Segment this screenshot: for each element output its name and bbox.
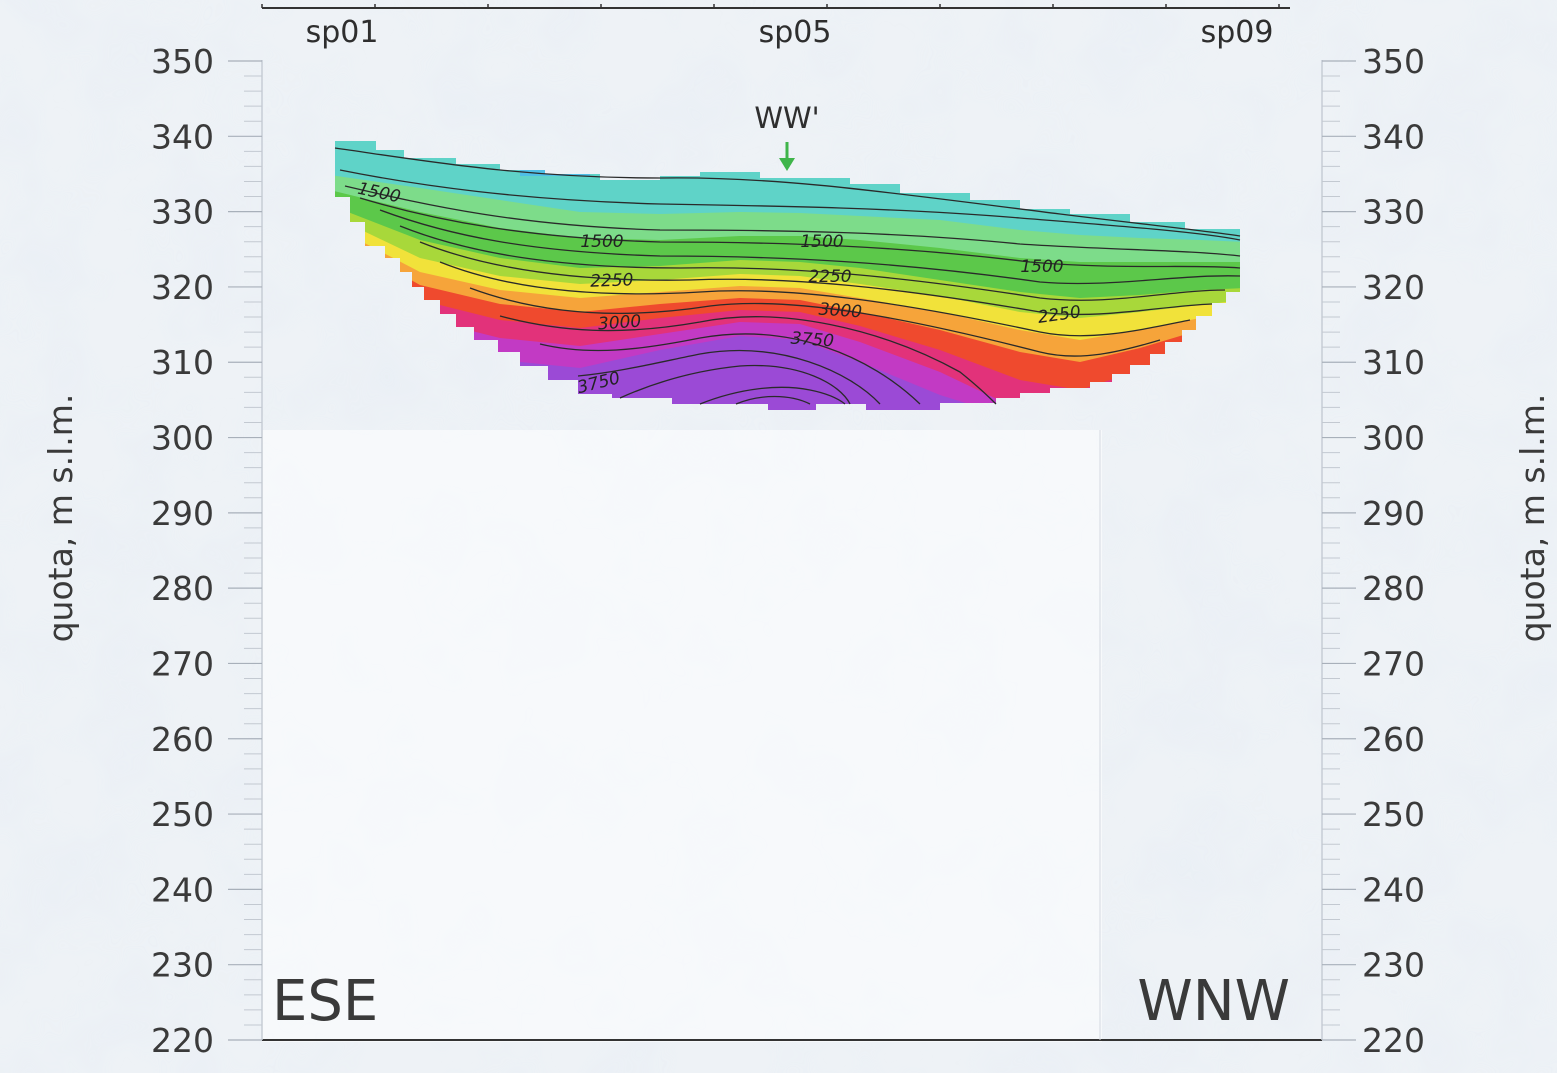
- y-tick-label-right: 300: [1362, 419, 1425, 458]
- y-tick-label-left: 280: [151, 569, 214, 608]
- y-tick-label-left: 350: [151, 42, 214, 81]
- y-tick-label-right: 320: [1362, 268, 1425, 307]
- contour-line: [419, 241, 1213, 316]
- y-tick-label-left: 260: [151, 720, 214, 759]
- y-tick-label-left: 290: [151, 494, 214, 533]
- contour-label: 3000: [818, 300, 863, 323]
- y-tick-label-left: 230: [151, 946, 214, 985]
- contour-label: 2250: [808, 267, 851, 287]
- contour-label: 2250: [590, 270, 634, 291]
- y-tick-label-left: 340: [151, 117, 214, 156]
- y-tick-labels-left: 350 340 330 320 310 300 290 280 270 260 250 240 230 2…: [151, 42, 214, 1060]
- y-tick-label-right: 270: [1362, 644, 1425, 683]
- y-tick-label-right: 350: [1362, 42, 1425, 81]
- contour-label: 3000: [597, 312, 642, 335]
- y-tick-label-left: 330: [151, 193, 214, 232]
- y-tick-label-right: 250: [1362, 795, 1425, 834]
- y-tick-label-right: 340: [1362, 117, 1425, 156]
- station-label-sp09: sp09: [1201, 15, 1274, 50]
- y-tick-label-right: 260: [1362, 720, 1425, 759]
- contour-line: [699, 386, 846, 405]
- y-tick-label-right: 310: [1362, 343, 1425, 382]
- contour-line: [469, 287, 1161, 357]
- top-axis-ticks: [261, 4, 1280, 8]
- contour-line: [339, 169, 1241, 241]
- contour-line: [439, 261, 1191, 337]
- y-axis-ticks: [228, 60, 1356, 1041]
- velocity-section: [335, 141, 1240, 410]
- direction-label-left: ESE: [272, 969, 378, 1034]
- marker-arrow-icon: [779, 142, 795, 171]
- y-axis-title-right: quota, m s.l.m.: [1513, 394, 1552, 643]
- contour-line: [359, 197, 1241, 269]
- y-tick-label-right: 290: [1362, 494, 1425, 533]
- y-tick-label-left: 300: [151, 419, 214, 458]
- y-tick-label-right: 240: [1362, 870, 1425, 909]
- y-tick-label-right: 220: [1362, 1021, 1425, 1060]
- contour-label: 1500: [1020, 257, 1063, 277]
- contour-label: 3750: [790, 329, 835, 352]
- contour-label: 1500: [580, 232, 623, 252]
- direction-label-right: WNW: [1137, 969, 1290, 1034]
- station-label-sp05: sp05: [759, 15, 832, 50]
- y-axis-title-left: quota, m s.l.m.: [41, 394, 80, 643]
- contour-line: [334, 147, 1241, 237]
- contour-line: [344, 185, 1241, 257]
- contour-lines: [334, 147, 1241, 405]
- y-tick-label-left: 240: [151, 870, 214, 909]
- station-label-sp01: sp01: [306, 15, 379, 50]
- contour-line: [399, 225, 1226, 301]
- y-tick-label-left: 270: [151, 644, 214, 683]
- contour-line: [499, 315, 997, 405]
- contour-line: [379, 209, 1241, 285]
- y-tick-label-left: 220: [151, 1021, 214, 1060]
- y-tick-label-left: 320: [151, 268, 214, 307]
- y-tick-labels-right: 350 340 330 320 310 300 290 280 270 260 250 240 230 2…: [1362, 42, 1425, 1060]
- y-tick-label-left: 310: [151, 343, 214, 382]
- y-tick-label-right: 330: [1362, 193, 1425, 232]
- y-tick-label-left: 250: [151, 795, 214, 834]
- contour-line: [577, 350, 881, 405]
- marker-label: WW': [754, 101, 819, 135]
- contour-line: [619, 364, 851, 405]
- contour-line: [539, 333, 921, 405]
- y-tick-label-right: 280: [1362, 569, 1425, 608]
- contour-label: 1500: [800, 232, 843, 252]
- contour-line: [735, 395, 811, 405]
- y-tick-label-right: 230: [1362, 946, 1425, 985]
